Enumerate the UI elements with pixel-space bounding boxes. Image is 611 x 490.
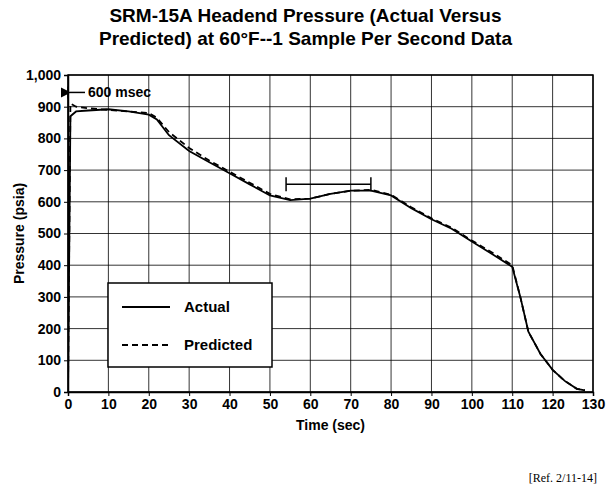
y-tick: 800: [38, 130, 68, 146]
x-tick: 130: [582, 392, 606, 412]
grid-line-y: [68, 265, 593, 266]
x-tick: 110: [501, 392, 524, 412]
x-tick-label: 130: [582, 396, 606, 412]
y-tick-label: 400: [38, 257, 62, 273]
legend-label: Actual: [184, 298, 230, 315]
x-tick-label: 120: [541, 396, 565, 412]
y-tick: 500: [38, 225, 68, 241]
interval-bracket: [286, 177, 371, 191]
grid-line-y: [68, 233, 593, 234]
series-line: [68, 109, 585, 392]
plot-frame: [68, 75, 593, 392]
x-axis: 0 10 20 30 40 50 60 70 80 90 100 110 120 130: [65, 392, 606, 412]
interval-cap: [285, 177, 287, 191]
y-tick-label: 700: [38, 162, 62, 178]
x-tick: 90: [424, 392, 440, 412]
series-group: [68, 104, 585, 392]
title-line: Predicted) at 60°F--1 Sample Per Second …: [99, 28, 512, 49]
grid-line-y: [68, 170, 593, 171]
grid-line-x: [431, 75, 432, 392]
x-tick-label: 80: [384, 396, 400, 412]
grid-line-x: [391, 75, 392, 392]
x-axis-title: Time (sec): [296, 417, 365, 433]
grid-line-x: [471, 75, 472, 392]
legend-swatch: [122, 306, 170, 308]
x-tick: 70: [343, 392, 359, 412]
title-line: SRM-15A Headend Pressure (Actual Versus: [109, 5, 501, 26]
interval-cap: [370, 177, 372, 191]
annotation: 600 msec: [68, 84, 151, 100]
x-tick-label: 70: [343, 396, 359, 412]
chart: 0 100 200 300 400 500 600 700 800 900 1,000 0 10 20 30…: [0, 0, 611, 490]
plot: 0 100 200 300 400 500 600 700 800 900 1,000 0 10 20 30…: [26, 67, 605, 412]
y-tick: 600: [38, 194, 68, 210]
x-tick-label: 100: [461, 396, 485, 412]
y-tick-label: 900: [38, 99, 62, 115]
annotation-bar: [67, 86, 69, 98]
grid-line-x: [310, 75, 311, 392]
y-tick-label: 300: [38, 289, 62, 305]
grid-line-y: [68, 138, 593, 139]
x-tick-label: 110: [501, 396, 524, 412]
footnote: [Ref. 2/11-14]: [529, 471, 597, 485]
annotation-text: 600 msec: [88, 84, 151, 100]
y-tick-label: 200: [38, 321, 62, 337]
y-tick-label: 600: [38, 194, 62, 210]
x-tick-label: 40: [222, 396, 238, 412]
y-tick-label: 500: [38, 225, 62, 241]
grid-line-x: [512, 75, 513, 392]
x-tick-label: 60: [303, 396, 319, 412]
grid: [68, 75, 593, 392]
y-tick: 200: [38, 321, 68, 337]
y-tick-label: 1,000: [26, 67, 61, 83]
x-tick: 20: [141, 392, 157, 412]
interval-line: [286, 184, 371, 186]
x-tick: 60: [303, 392, 319, 412]
y-tick-label: 100: [38, 352, 62, 368]
grid-line-y: [68, 106, 593, 107]
x-tick: 50: [263, 392, 279, 412]
x-tick: 0: [65, 392, 73, 412]
x-tick: 80: [384, 392, 400, 412]
x-tick: 100: [461, 392, 485, 412]
y-axis-title: Pressure (psia): [11, 183, 27, 284]
legend: Actual Predicted: [108, 283, 272, 367]
x-tick: 120: [541, 392, 565, 412]
legend-swatch: [122, 344, 170, 346]
grid-line-x: [350, 75, 351, 392]
y-tick: 1,000: [26, 67, 68, 83]
y-axis: 0 100 200 300 400 500 600 700 800 900 1,000: [26, 67, 69, 400]
y-tick: 100: [38, 352, 68, 368]
x-tick-label: 20: [141, 396, 157, 412]
x-tick: 40: [222, 392, 238, 412]
y-tick: 400: [38, 257, 68, 273]
y-tick: 700: [38, 162, 68, 178]
y-tick-label: 0: [53, 384, 61, 400]
y-tick-label: 800: [38, 130, 62, 146]
legend-box: [108, 283, 272, 367]
y-tick: 900: [38, 99, 68, 115]
x-tick-label: 90: [424, 396, 440, 412]
x-tick-label: 10: [101, 396, 117, 412]
x-tick-label: 0: [65, 396, 73, 412]
grid-line-x: [552, 75, 553, 392]
x-tick: 10: [101, 392, 117, 412]
title: SRM-15A Headend Pressure (Actual VersusP…: [99, 5, 512, 49]
x-tick-label: 30: [182, 396, 198, 412]
y-tick: 300: [38, 289, 68, 305]
x-tick: 30: [182, 392, 198, 412]
x-tick-label: 50: [263, 396, 279, 412]
grid-line-y: [68, 201, 593, 202]
legend-label: Predicted: [184, 336, 252, 353]
annotation-arrow: [70, 92, 85, 94]
series-line: [68, 104, 585, 392]
